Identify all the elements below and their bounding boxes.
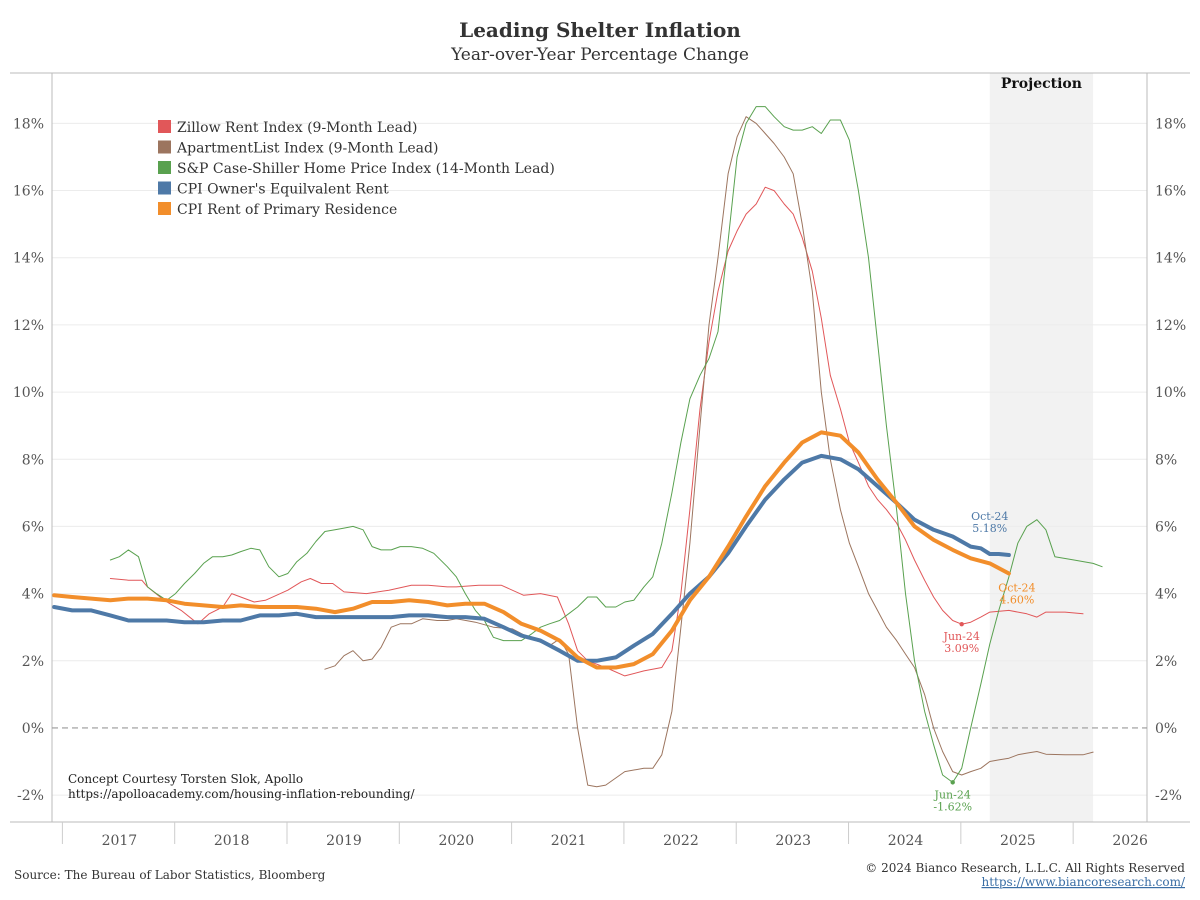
y-tick-label-right: 12% [1155,318,1186,334]
y-tick-label-left: 16% [13,184,44,200]
legend-label-2: S&P Case-Shiller Home Price Index (14-Mo… [177,161,555,177]
series-line-1 [324,116,1094,788]
y-tick-label-right: 0% [1155,721,1177,737]
y-tick-label-left: 12% [13,318,44,334]
legend-label-1: ApartmentList Index (9-Month Lead) [176,141,438,157]
annotations: Oct-245.18%Oct-244.60%Jun-243.09%Jun-24-… [933,510,1035,813]
x-tick-label: 2021 [551,833,587,849]
y-tick-label-left: 14% [13,251,44,267]
y-tick-label-right: 2% [1155,654,1177,670]
x-tick-label: 2023 [775,833,811,849]
legend: Zillow Rent Index (9-Month Lead) Apartmen… [158,120,555,218]
annotation-dot [959,621,964,627]
y-tick-label-right: -2% [1155,788,1182,804]
annotation-value-2: 3.09% [944,642,979,655]
legend-swatch-4 [158,202,171,215]
series-line-4 [52,430,1011,670]
y-tick-label-right: 10% [1155,385,1186,401]
y-tick-label-right: 8% [1155,452,1177,468]
y-tick-label-right: 6% [1155,519,1177,535]
projection-band [989,73,1094,822]
annotation-value-3: -1.62% [933,800,972,813]
y-tick-label-left: 2% [22,654,44,670]
legend-swatch-0 [158,120,171,133]
x-tick-label: 2026 [1112,833,1148,849]
x-tick-label: 2024 [888,833,924,849]
y-tick-label-right: 14% [1155,251,1186,267]
annotation-dot [950,780,955,785]
y-tick-label-left: 0% [22,721,44,737]
y-tick-label-left: 6% [22,519,44,535]
legend-label-3: CPI Owner's Equilvalent Rent [177,182,389,198]
series-line-0 [109,186,1084,677]
y-tick-label-left: 4% [22,587,44,603]
legend-label-4: CPI Rent of Primary Residence [177,202,397,218]
y-tick-label-left: 8% [22,452,44,468]
y-tick-label-right: 4% [1155,587,1177,603]
x-tick-label: 2017 [102,833,138,849]
projection-area: Projection [989,73,1094,822]
legend-swatch-1 [158,140,171,154]
annotation-date-2: Jun-24 [943,630,980,643]
x-tick-label: 2025 [1000,833,1036,849]
y-tick-label-right: 18% [1155,116,1186,132]
annotation-value-1: 4.60% [999,593,1034,606]
axes: -2% -2% 0% 0% 2% 2% 4% 4% 6% 6% 8% 8% 10% 10% 12% 12% 14… [10,72,1190,849]
y-tick-label-left: 18% [13,116,44,132]
x-tick-label: 2019 [326,833,362,849]
series-line-3 [52,453,1011,663]
legend-swatch-2 [158,161,171,174]
y-tick-label-left: -2% [17,788,44,804]
chart-subtitle: Year-over-Year Percentage Change [450,45,749,65]
copyright: © 2024 Bianco Research, L.L.C. All Right… [865,861,1185,875]
legend-label-0: Zillow Rent Index (9-Month Lead) [177,120,417,136]
x-tick-label: 2022 [663,833,699,849]
annotation-date-1: Oct-24 [998,581,1035,594]
annotation-date-0: Oct-24 [971,510,1008,523]
x-tick-label: 2020 [438,833,474,849]
series-lines [52,106,1103,788]
bianco-link[interactable]: https://www.biancoresearch.com/ [981,875,1185,889]
y-tick-label-left: 10% [13,385,44,401]
annotation-date-3: Jun-24 [934,788,971,801]
concept-url: https://apolloacademy.com/housing-inflat… [68,787,416,801]
legend-swatch-3 [158,181,171,195]
series-line-2 [109,106,1103,783]
projection-label: Projection [1001,76,1082,92]
x-tick-label: 2018 [214,833,250,849]
concept-credit: Concept Courtesy Torsten Slok, Apollo [68,772,303,786]
annotation-value-0: 5.18% [972,522,1007,535]
chart-title: Leading Shelter Inflation [459,18,741,42]
grid [52,122,1147,796]
y-tick-label-right: 16% [1155,184,1186,200]
source-note: Source: The Bureau of Labor Statistics, … [14,868,326,882]
